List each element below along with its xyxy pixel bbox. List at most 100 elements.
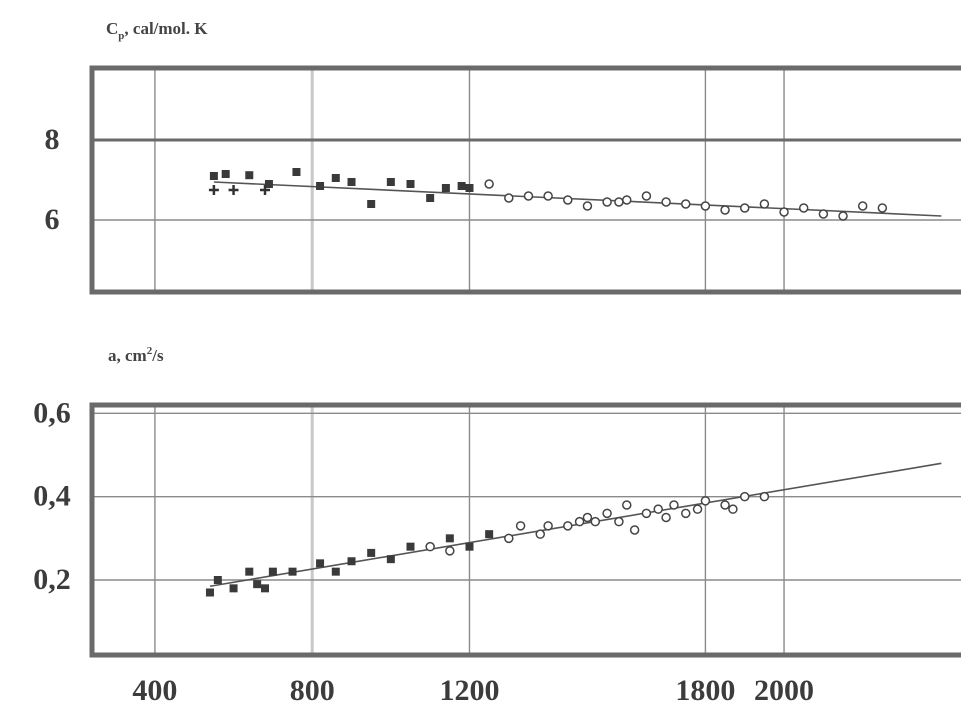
data-point xyxy=(367,548,376,557)
data-point xyxy=(331,567,340,576)
data-point xyxy=(316,182,325,190)
x-tick-label: 1200 xyxy=(439,674,499,703)
cp-points xyxy=(208,168,888,221)
data-point xyxy=(857,201,868,211)
data-point xyxy=(331,174,340,182)
y-tick-label: 0,2 xyxy=(33,563,71,596)
data-point xyxy=(681,508,691,519)
data-point xyxy=(288,567,297,576)
data-point xyxy=(316,559,325,568)
data-point xyxy=(629,525,640,535)
data-point xyxy=(441,184,450,192)
data-point xyxy=(700,496,711,506)
cp-y-ticks: 68 xyxy=(45,123,60,236)
data-point xyxy=(367,200,376,208)
data-point xyxy=(543,521,553,531)
data-point xyxy=(582,201,593,211)
diffusivity-panel: a, cm2/s 0,2 0,4 0,6 400 800 1200 1800 2000 xyxy=(33,345,961,703)
data-point xyxy=(720,500,730,510)
data-point xyxy=(445,546,455,556)
data-point xyxy=(653,504,663,514)
data-point xyxy=(457,182,466,190)
data-point xyxy=(465,542,474,551)
data-point xyxy=(535,529,546,539)
data-point xyxy=(622,195,632,205)
cp-grid xyxy=(92,68,961,292)
data-point xyxy=(347,178,356,186)
x-tick-label: 2000 xyxy=(754,674,814,703)
data-point xyxy=(485,530,494,539)
data-point xyxy=(253,580,262,589)
a-trend-line xyxy=(209,462,942,588)
data-point xyxy=(264,180,273,188)
data-point xyxy=(614,516,624,527)
data-point xyxy=(779,207,789,217)
data-point xyxy=(759,491,770,502)
data-point xyxy=(260,185,271,195)
data-point xyxy=(515,521,526,531)
data-point xyxy=(692,504,703,514)
a-points xyxy=(205,491,770,597)
data-point xyxy=(838,211,848,221)
data-point xyxy=(582,512,593,523)
x-ticks: 400 800 1200 1800 2000 xyxy=(132,674,814,703)
data-point xyxy=(739,491,750,502)
data-point xyxy=(669,500,679,510)
data-point xyxy=(504,193,514,203)
data-point xyxy=(728,504,738,514)
y-tick-label: 8 xyxy=(45,123,60,156)
data-point xyxy=(347,557,356,566)
cp-panel: Cp, cal/mol. K 68 xyxy=(45,19,961,295)
data-point xyxy=(245,171,254,180)
data-point xyxy=(602,197,612,207)
data-point xyxy=(614,197,624,207)
y-tick-label: 0,6 xyxy=(33,396,71,429)
data-point xyxy=(590,516,601,527)
cp-axis-label: Cp, cal/mol. K xyxy=(106,19,208,42)
data-point xyxy=(574,516,585,527)
data-point xyxy=(543,191,553,201)
data-point xyxy=(229,584,238,593)
data-point xyxy=(877,203,888,213)
data-point xyxy=(209,172,218,180)
data-point xyxy=(641,191,652,201)
x-tick-label: 800 xyxy=(290,674,335,703)
a-grid xyxy=(92,405,961,655)
data-point xyxy=(484,179,494,189)
x-tick-label: 400 xyxy=(132,674,177,703)
y-tick-label: 6 xyxy=(45,203,60,236)
data-point xyxy=(221,170,230,178)
data-point xyxy=(406,180,415,188)
data-point xyxy=(739,203,750,213)
data-point xyxy=(386,555,395,564)
data-point xyxy=(406,542,415,551)
a-y-ticks: 0,2 0,4 0,6 xyxy=(33,396,71,596)
data-point xyxy=(426,194,435,202)
data-point xyxy=(261,584,270,593)
data-point xyxy=(681,199,691,209)
data-point xyxy=(661,512,671,523)
data-point xyxy=(228,185,239,195)
x-tick-label: 1800 xyxy=(675,674,735,703)
data-point xyxy=(465,184,474,192)
data-point xyxy=(425,541,435,552)
data-point xyxy=(798,203,809,213)
data-point xyxy=(602,508,612,519)
data-point xyxy=(445,534,454,543)
data-point xyxy=(700,201,711,211)
a-axis-label: a, cm2/s xyxy=(108,345,164,365)
data-point xyxy=(208,185,219,195)
data-point xyxy=(720,205,730,215)
data-point xyxy=(386,178,395,186)
data-point xyxy=(622,500,632,510)
data-point xyxy=(759,199,770,209)
data-point xyxy=(504,533,514,544)
data-point xyxy=(205,588,214,597)
data-point xyxy=(563,195,573,205)
data-point xyxy=(818,209,829,219)
cp-plot-frame xyxy=(89,65,961,295)
data-point xyxy=(245,567,254,576)
data-point xyxy=(213,576,222,584)
data-point xyxy=(563,521,573,531)
